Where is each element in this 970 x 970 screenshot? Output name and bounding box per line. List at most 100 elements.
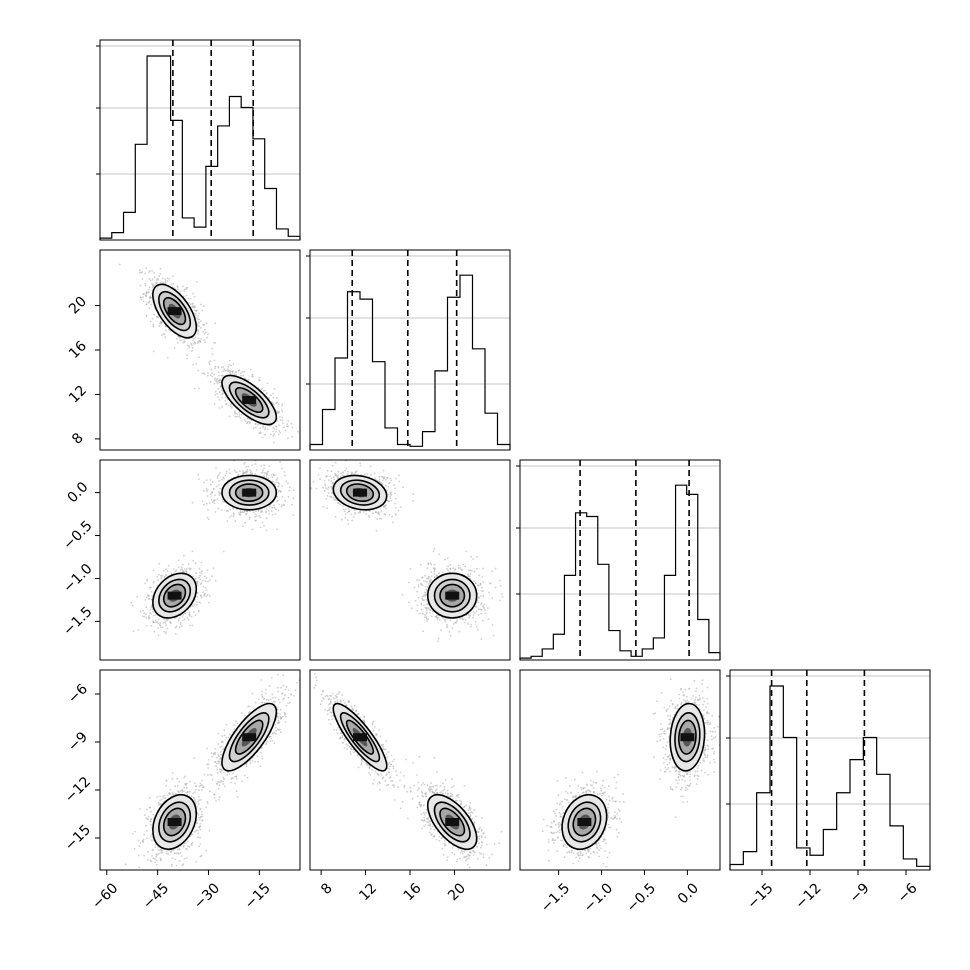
scatter-point xyxy=(171,772,174,774)
scatter-point xyxy=(201,372,204,375)
scatter-point xyxy=(283,471,286,473)
scatter-point xyxy=(273,433,276,435)
scatter-point xyxy=(218,798,220,801)
scatter-point xyxy=(279,415,281,418)
scatter-point xyxy=(163,794,166,797)
scatter-point xyxy=(229,508,232,511)
scatter-point xyxy=(277,509,280,512)
scatter-point xyxy=(191,844,193,847)
scatter-point xyxy=(234,471,237,473)
scatter-point xyxy=(214,379,216,381)
scatter-point xyxy=(233,373,236,376)
scatter-point xyxy=(215,799,217,802)
scatter-point xyxy=(231,406,233,409)
scatter-point xyxy=(222,476,225,479)
scatter-point xyxy=(263,525,265,527)
scatter-point xyxy=(205,322,208,325)
scatter-point xyxy=(265,688,267,691)
scatter-point xyxy=(183,554,185,557)
scatter-point xyxy=(242,525,244,528)
scatter-point xyxy=(279,432,282,434)
scatter-point xyxy=(173,346,176,349)
scatter-point xyxy=(264,426,267,429)
scatter-point xyxy=(191,350,193,352)
scatter-point xyxy=(187,563,190,566)
scatter-point xyxy=(225,470,228,473)
scatter-point xyxy=(194,782,196,785)
scatter-point xyxy=(271,693,274,696)
scatter-point xyxy=(134,830,136,833)
scatter-point xyxy=(148,796,151,799)
scatter-point xyxy=(206,516,209,519)
scatter-point xyxy=(261,521,264,524)
scatter-point xyxy=(160,858,163,861)
scatter-point xyxy=(245,471,248,474)
scatter-point xyxy=(216,475,219,478)
scatter-point xyxy=(124,863,127,866)
scatter-point xyxy=(282,503,285,506)
scatter-point xyxy=(196,595,199,598)
scatter-point xyxy=(177,559,180,562)
scatter-point xyxy=(202,579,204,582)
scatter-point xyxy=(152,621,155,624)
scatter-point xyxy=(159,273,162,275)
scatter-point xyxy=(166,794,169,797)
histogram-panel-p1 xyxy=(306,249,511,451)
scatter-point xyxy=(263,474,265,477)
scatter-point xyxy=(153,630,156,633)
scatter-point xyxy=(290,422,293,425)
scatter-point xyxy=(208,363,211,366)
scatter-point xyxy=(280,506,283,508)
scatter-point xyxy=(132,832,134,835)
scatter-point xyxy=(185,567,188,570)
scatter-point xyxy=(272,392,275,395)
scatter-point xyxy=(149,295,152,297)
scatter-point xyxy=(195,363,198,365)
scatter-point xyxy=(208,502,211,504)
scatter-point xyxy=(193,338,196,340)
scatter-point xyxy=(281,416,284,419)
scatter-point xyxy=(171,857,174,860)
scatter-point xyxy=(206,336,208,339)
scatter-point xyxy=(155,279,158,281)
scatter-point xyxy=(188,611,191,614)
scatter-point xyxy=(161,851,164,854)
scatter-point xyxy=(166,356,169,359)
scatter-point xyxy=(263,467,265,470)
scatter-point xyxy=(277,719,280,722)
scatter-point xyxy=(224,396,227,399)
scatter-point xyxy=(284,474,286,477)
scatter-point xyxy=(288,486,291,488)
scatter-point xyxy=(149,608,152,611)
scatter-point xyxy=(285,480,288,483)
scatter-point xyxy=(145,596,148,599)
scatter-point xyxy=(182,295,185,298)
scatter-point xyxy=(199,822,202,825)
scatter-point xyxy=(222,780,224,783)
scatter-point xyxy=(194,312,197,315)
scatter-point xyxy=(143,814,146,817)
scatter-point xyxy=(185,786,188,789)
scatter-point xyxy=(197,341,200,344)
scatter-point xyxy=(230,781,233,784)
scatter-point xyxy=(154,858,156,860)
scatter-point xyxy=(145,292,148,295)
scatter-point xyxy=(275,425,277,428)
scatter-point xyxy=(268,509,270,512)
scatter-point xyxy=(264,428,266,431)
scatter-point xyxy=(146,808,149,811)
scatter-point xyxy=(197,800,200,803)
scatter-point xyxy=(235,775,238,778)
scatter-point xyxy=(192,343,195,345)
scatter-point xyxy=(218,492,221,495)
scatter-point xyxy=(207,580,209,583)
scatter-point xyxy=(277,488,279,491)
scatter-point xyxy=(155,621,158,624)
scatter-point xyxy=(242,470,245,472)
scatter-point xyxy=(265,476,268,479)
scatter-point xyxy=(165,618,168,621)
scatter-point xyxy=(227,510,229,513)
scatter-point xyxy=(204,580,207,583)
scatter-point xyxy=(287,482,289,485)
scatter-point xyxy=(261,690,263,693)
